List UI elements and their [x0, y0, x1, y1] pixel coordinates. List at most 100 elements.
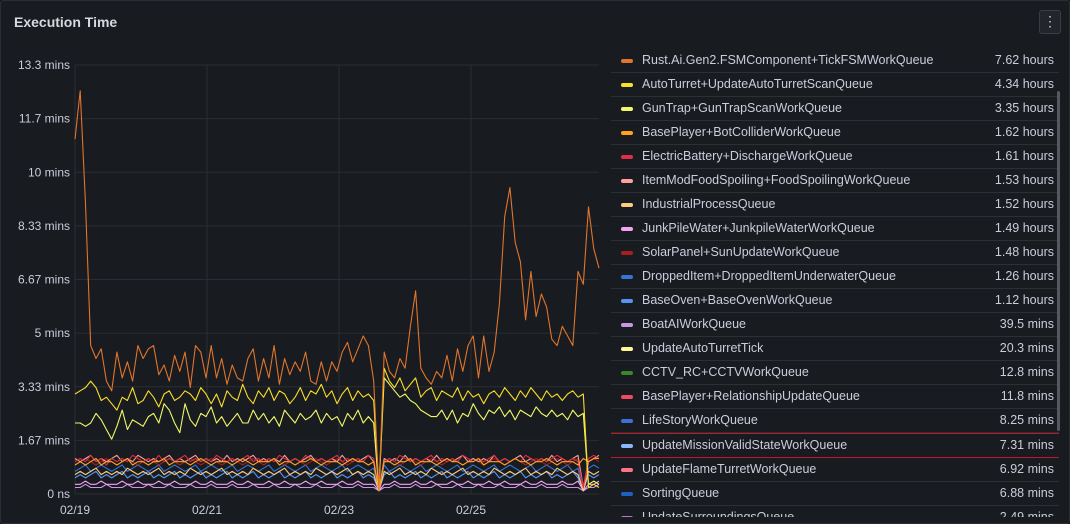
legend-swatch [621, 155, 633, 159]
legend-series-name: UpdateAutoTurretTick [642, 341, 764, 355]
legend-series-total: 1.48 hours [994, 245, 1054, 259]
legend-row[interactable]: UpdateFlameTurretWorkQueue 6.92 mins [611, 458, 1059, 482]
y-tick-label: 11.7 mins [19, 112, 70, 126]
legend-swatch [621, 419, 633, 423]
legend-series-total: 12.8 mins [999, 365, 1054, 379]
y-tick-label: 8.33 mins [18, 219, 70, 233]
legend-row[interactable]: Rust.Ai.Gen2.FSMComponent+TickFSMWorkQue… [611, 49, 1059, 73]
series-line [75, 377, 600, 492]
x-tick-label: 02/23 [324, 503, 354, 517]
legend-series-name: SortingQueue [642, 486, 720, 500]
legend-swatch [621, 347, 633, 351]
legend-series-name: AutoTurret+UpdateAutoTurretScanQueue [642, 77, 873, 91]
legend-row[interactable]: LifeStoryWorkQueue 8.25 mins [611, 409, 1059, 433]
line-chart: 0 ns 1.67 mins 3.33 mins 5 mins 6.67 mins 8.3… [18, 58, 600, 517]
legend-row[interactable]: SolarPanel+SunUpdateWorkQueue 1.48 hours [611, 241, 1059, 265]
legend-series-name: UpdateSurroundingsQueue [642, 510, 795, 517]
legend-row[interactable]: GunTrap+GunTrapScanWorkQueue 3.35 hours [611, 97, 1059, 121]
legend-series-total: 1.52 hours [994, 197, 1054, 211]
legend-series-name: UpdateMissionValidStateWorkQueue [642, 438, 848, 452]
legend-swatch [621, 203, 633, 207]
legend-series-name: IndustrialProcessQueue [642, 197, 776, 211]
legend-series-name: ElectricBattery+DischargeWorkQueue [642, 149, 853, 163]
legend-swatch [621, 492, 633, 496]
series-line [74, 367, 600, 492]
legend-series-total: 1.61 hours [994, 149, 1054, 163]
series-line [75, 483, 600, 492]
legend-row[interactable]: ElectricBattery+DischargeWorkQueue 1.61 h… [611, 145, 1059, 169]
legend-swatch [621, 275, 633, 279]
legend-swatch [621, 83, 633, 87]
legend-row[interactable]: IndustrialProcessQueue 1.52 hours [611, 193, 1059, 217]
legend-row[interactable]: AutoTurret+UpdateAutoTurretScanQueue 4.34… [611, 73, 1059, 97]
legend-series-name: DroppedItem+DroppedItemUnderwaterQueue [642, 269, 896, 283]
legend-series-name: GunTrap+GunTrapScanWorkQueue [642, 101, 842, 115]
legend-series-name: BoatAIWorkQueue [642, 317, 746, 331]
kebab-menu-icon[interactable]: ⋮ [1039, 10, 1061, 34]
series-line [74, 470, 600, 492]
legend-series-name: JunkPileWater+JunkpileWaterWorkQueue [642, 221, 875, 235]
legend-scrollbar[interactable] [1057, 91, 1060, 431]
legend-series-name: ItemModFoodSpoiling+FoodSpoilingWorkQueu… [642, 173, 911, 187]
legend-row[interactable]: DroppedItem+DroppedItemUnderwaterQueue 1.… [611, 265, 1059, 289]
series-line [74, 454, 600, 492]
legend-row[interactable]: CCTV_RC+CCTVWorkQueue 12.8 mins [611, 361, 1059, 385]
legend-swatch [621, 395, 633, 399]
x-tick-label: 02/19 [60, 503, 90, 517]
y-tick-label: 6.67 mins [18, 273, 70, 287]
legend-series-total: 1.62 hours [994, 125, 1054, 139]
legend-series-total: 20.3 mins [999, 341, 1054, 355]
legend-series-name: BasePlayer+BotColliderWorkQueue [642, 125, 841, 139]
series-line [74, 464, 600, 492]
legend-row[interactable]: UpdateMissionValidStateWorkQueue 7.31 min… [611, 433, 1059, 458]
legend-series-total: 1.53 hours [994, 173, 1054, 187]
legend-row[interactable]: UpdateAutoTurretTick 20.3 mins [611, 337, 1059, 361]
legend-swatch [621, 227, 633, 231]
legend-series-total: 1.49 hours [994, 221, 1054, 235]
legend-series-total: 2.49 mins [999, 510, 1054, 517]
legend-swatch [621, 179, 633, 183]
legend-series-total: 39.5 mins [999, 317, 1054, 331]
legend-swatch [621, 251, 633, 255]
y-tick-label: 0 ns [47, 487, 70, 501]
legend-row[interactable]: UpdateSurroundingsQueue 2.49 mins [611, 506, 1059, 517]
y-tick-label: 1.67 mins [18, 433, 70, 447]
legend-swatch [621, 299, 633, 303]
legend-swatch [621, 131, 633, 135]
legend-row[interactable]: BasePlayer+BotColliderWorkQueue 1.62 hour… [611, 121, 1059, 145]
legend-series-total: 6.88 mins [999, 486, 1054, 500]
legend-series-total: 8.25 mins [999, 413, 1054, 427]
legend-row[interactable]: BoatAIWorkQueue 39.5 mins [611, 313, 1059, 337]
legend-series-total: 3.35 hours [994, 101, 1054, 115]
legend-series-total: 11.8 mins [1000, 389, 1054, 403]
series-line [74, 454, 600, 492]
legend-series-name: BaseOven+BaseOvenWorkQueue [642, 293, 833, 307]
legend-swatch [621, 371, 633, 375]
y-tick-label: 13.3 mins [18, 58, 70, 72]
legend-swatch [621, 468, 633, 472]
legend-swatch [621, 107, 633, 111]
legend-table: Rust.Ai.Gen2.FSMComponent+TickFSMWorkQue… [611, 49, 1059, 517]
legend-series-name: LifeStoryWorkQueue [642, 413, 758, 427]
legend-series-total: 1.12 hours [994, 293, 1054, 307]
x-tick-label: 02/21 [192, 503, 222, 517]
y-tick-label: 3.33 mins [18, 380, 70, 394]
legend-swatch [621, 323, 633, 327]
legend-row[interactable]: JunkPileWater+JunkpileWaterWorkQueue 1.49… [611, 217, 1059, 241]
legend-series-total: 6.92 mins [999, 462, 1054, 476]
panel-title: Execution Time [14, 14, 118, 30]
legend-series-total: 1.26 hours [994, 269, 1054, 283]
series-line [74, 457, 599, 492]
series-line [74, 467, 600, 492]
legend-series-name: BasePlayer+RelationshipUpdateQueue [642, 389, 860, 403]
legend-row[interactable]: BaseOven+BaseOvenWorkQueue 1.12 hours [611, 289, 1059, 313]
legend-row[interactable]: ItemModFoodSpoiling+FoodSpoilingWorkQueu… [611, 169, 1059, 193]
legend-series-total: 4.34 hours [994, 77, 1054, 91]
legend-series-name: SolarPanel+SunUpdateWorkQueue [642, 245, 840, 259]
legend-swatch [621, 516, 633, 517]
legend-row[interactable]: BasePlayer+RelationshipUpdateQueue 11.8 m… [611, 385, 1059, 409]
legend-series-total: 7.62 hours [994, 53, 1054, 67]
legend-row[interactable]: SortingQueue 6.88 mins [611, 482, 1059, 506]
x-tick-label: 02/25 [456, 503, 486, 517]
